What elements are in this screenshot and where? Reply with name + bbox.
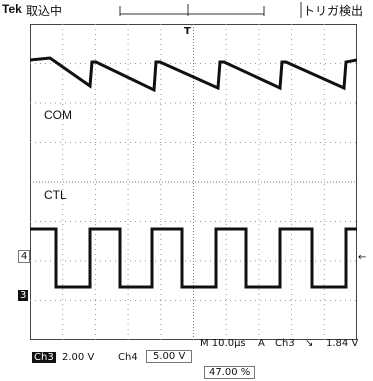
ch4-ground-marker: 4 [18, 250, 31, 263]
trigger-level-arrow-icon: ← [358, 252, 367, 263]
divider [300, 2, 302, 18]
ctl-waveform [30, 227, 357, 289]
trigger-source: Ch3 [275, 338, 295, 349]
status-bar: Tek 取込中 トリガ検出 [0, 0, 373, 20]
acquisition-status: 取込中 [26, 4, 63, 18]
ch4-name[interactable]: Ch4 [118, 352, 138, 363]
com-label: COM [44, 108, 72, 122]
ch3-name[interactable]: Ch3 [32, 352, 56, 363]
com-waveform [29, 56, 358, 93]
trigger-status: トリガ検出 [303, 4, 364, 18]
record-position-indicator [119, 4, 265, 16]
ctl-label: CTL [44, 188, 67, 202]
ch3-ground-marker: 3 [18, 290, 29, 301]
brand-label: Tek [2, 2, 22, 16]
ch3-scale: 2.00 V [62, 352, 95, 363]
timebase-readout: M 10.0μs [200, 338, 246, 349]
trigger-position-readout: 47.00 % [204, 366, 256, 379]
scope-display: COM CTL T [29, 24, 358, 340]
trigger-edge-icon: ↘ [305, 338, 314, 349]
trigger-mode: A [258, 338, 265, 349]
trigger-position-marker: T [184, 26, 191, 37]
trigger-level: 1.84 V [326, 338, 359, 349]
ch4-scale: 5.00 V [146, 350, 193, 363]
scope-graticule [29, 24, 358, 340]
